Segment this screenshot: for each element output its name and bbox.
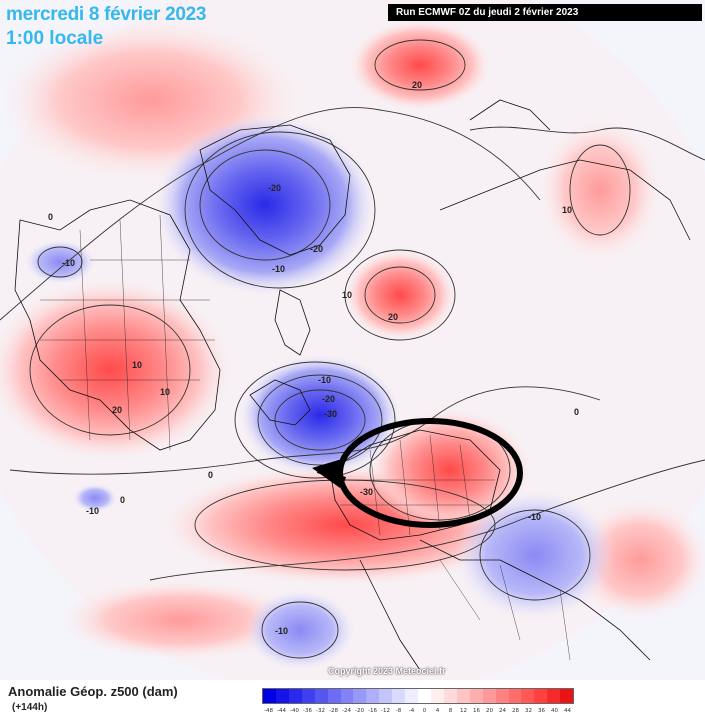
color-scale-tick: -36 xyxy=(303,708,312,714)
color-scale-cell xyxy=(379,689,393,703)
contour-label: -10 xyxy=(275,626,288,636)
color-scale-tick: -40 xyxy=(290,708,299,714)
contour-value-labels: 20 10 0 -20 -20 -10 -10 10 20 0 10 20 -1… xyxy=(48,80,579,636)
color-scale-cell xyxy=(340,689,354,703)
color-scale-cell xyxy=(314,689,328,703)
negative-anomaly-north-atlantic xyxy=(240,355,400,475)
color-scale-tick: -28 xyxy=(329,708,338,714)
field-name: Anomalie Géop. z500 (dam) xyxy=(8,684,178,699)
contour-lines xyxy=(0,39,705,659)
color-scale-tick: 20 xyxy=(486,708,493,714)
contour-label: -20 xyxy=(268,183,281,193)
positive-anomaly-north-america xyxy=(0,280,230,460)
forecast-date: mercredi 8 février 2023 xyxy=(6,4,207,25)
positive-anomaly-scandinavia xyxy=(370,410,530,530)
contour-label: 10 xyxy=(160,387,170,397)
color-scale-cell xyxy=(482,689,496,703)
color-scale-cell xyxy=(366,689,380,703)
color-scale-tick: 40 xyxy=(551,708,558,714)
contour-label: -10 xyxy=(528,512,541,522)
color-scale-cell xyxy=(495,689,509,703)
contour-label: 10 xyxy=(562,205,572,215)
color-scale-tick: 8 xyxy=(448,708,453,714)
color-scale-cell xyxy=(508,689,522,703)
color-scale-tick: -4 xyxy=(408,708,415,714)
model-run-label: Run ECMWF 0Z du jeudi 2 février 2023 xyxy=(388,4,702,21)
color-scale-cell xyxy=(456,689,470,703)
positive-anomaly-east xyxy=(540,120,660,260)
borders xyxy=(40,214,571,661)
color-scale-cell xyxy=(263,689,276,703)
color-scale-tick: 44 xyxy=(564,708,571,714)
contour-label: 0 xyxy=(48,212,53,222)
color-scale-cell xyxy=(534,689,548,703)
color-scale-tick: 4 xyxy=(435,708,440,714)
color-scale-tick: -48 xyxy=(264,708,273,714)
anomaly-map: 20 10 0 -20 -20 -10 -10 10 20 0 10 20 -1… xyxy=(0,0,705,680)
color-scale-cell xyxy=(405,689,419,703)
color-scale-cell xyxy=(301,689,315,703)
color-scale-tick: 16 xyxy=(473,708,480,714)
color-scale-cell xyxy=(392,689,406,703)
color-scale-cell xyxy=(443,689,457,703)
negative-anomaly-small xyxy=(73,484,117,512)
color-scale-tick: -32 xyxy=(316,708,325,714)
color-scale-cell xyxy=(327,689,341,703)
contour-label: -30 xyxy=(360,487,373,497)
color-scale-ticks: -48 -44 -40 -36 -32 -28 -24 -20 -16 -12 -8 -4 0 4 8 12 1… xyxy=(262,706,574,716)
positive-anomaly-north xyxy=(350,20,490,110)
color-scale-tick: -12 xyxy=(381,708,390,714)
contour-label: 20 xyxy=(412,80,422,90)
color-scale-tick: -8 xyxy=(395,708,402,714)
color-scale-tick: -24 xyxy=(342,708,351,714)
contour-label: -10 xyxy=(318,375,331,385)
contour-label: -10 xyxy=(86,506,99,516)
contour-label: 0 xyxy=(574,407,579,417)
contour-label: 10 xyxy=(132,360,142,370)
color-scale-cell xyxy=(430,689,444,703)
color-scale-tick: 0 xyxy=(422,708,427,714)
contour-label: -30 xyxy=(324,409,337,419)
contour-label: -20 xyxy=(310,244,323,254)
negative-anomaly-africa xyxy=(245,590,355,670)
copyright: Copyright 2023 Meteociel.fr xyxy=(328,666,446,676)
negative-anomaly-west xyxy=(25,240,95,284)
contour-label: 10 xyxy=(342,290,352,300)
negative-anomaly-greenland-canada xyxy=(155,115,375,295)
color-scale-tick: 32 xyxy=(525,708,532,714)
contour-label: 20 xyxy=(388,312,398,322)
color-scale-tick: 12 xyxy=(460,708,467,714)
contour-label: -20 xyxy=(322,394,335,404)
circulation-arrow-head xyxy=(312,458,345,488)
contour-label: 0 xyxy=(208,470,213,480)
color-scale-cell xyxy=(288,689,302,703)
color-scale-tick: -20 xyxy=(355,708,364,714)
negative-anomaly-asia xyxy=(455,490,615,620)
color-scale-cell xyxy=(469,689,483,703)
positive-anomaly-south xyxy=(60,580,300,660)
color-scale xyxy=(262,688,574,704)
contour-label: -10 xyxy=(62,258,75,268)
color-scale-cell xyxy=(547,689,561,703)
forecast-time: 1:00 locale xyxy=(6,28,104,49)
color-scale-tick: -44 xyxy=(277,708,286,714)
color-scale-tick: 36 xyxy=(538,708,545,714)
color-scale-cell xyxy=(418,689,431,703)
color-scale-cell xyxy=(560,689,574,703)
lead-time: (+144h) xyxy=(12,702,48,713)
contour-label: 20 xyxy=(112,405,122,415)
contour-label: 0 xyxy=(120,495,125,505)
color-scale-tick: -16 xyxy=(368,708,377,714)
color-scale-cell xyxy=(275,689,289,703)
color-scale-tick: 24 xyxy=(499,708,506,714)
color-scale-cell xyxy=(521,689,535,703)
color-scale-cell xyxy=(353,689,367,703)
color-scale-tick: 28 xyxy=(512,708,519,714)
coastlines xyxy=(14,99,691,671)
positive-anomaly-arctic xyxy=(345,250,455,340)
contour-label: -10 xyxy=(272,264,285,274)
